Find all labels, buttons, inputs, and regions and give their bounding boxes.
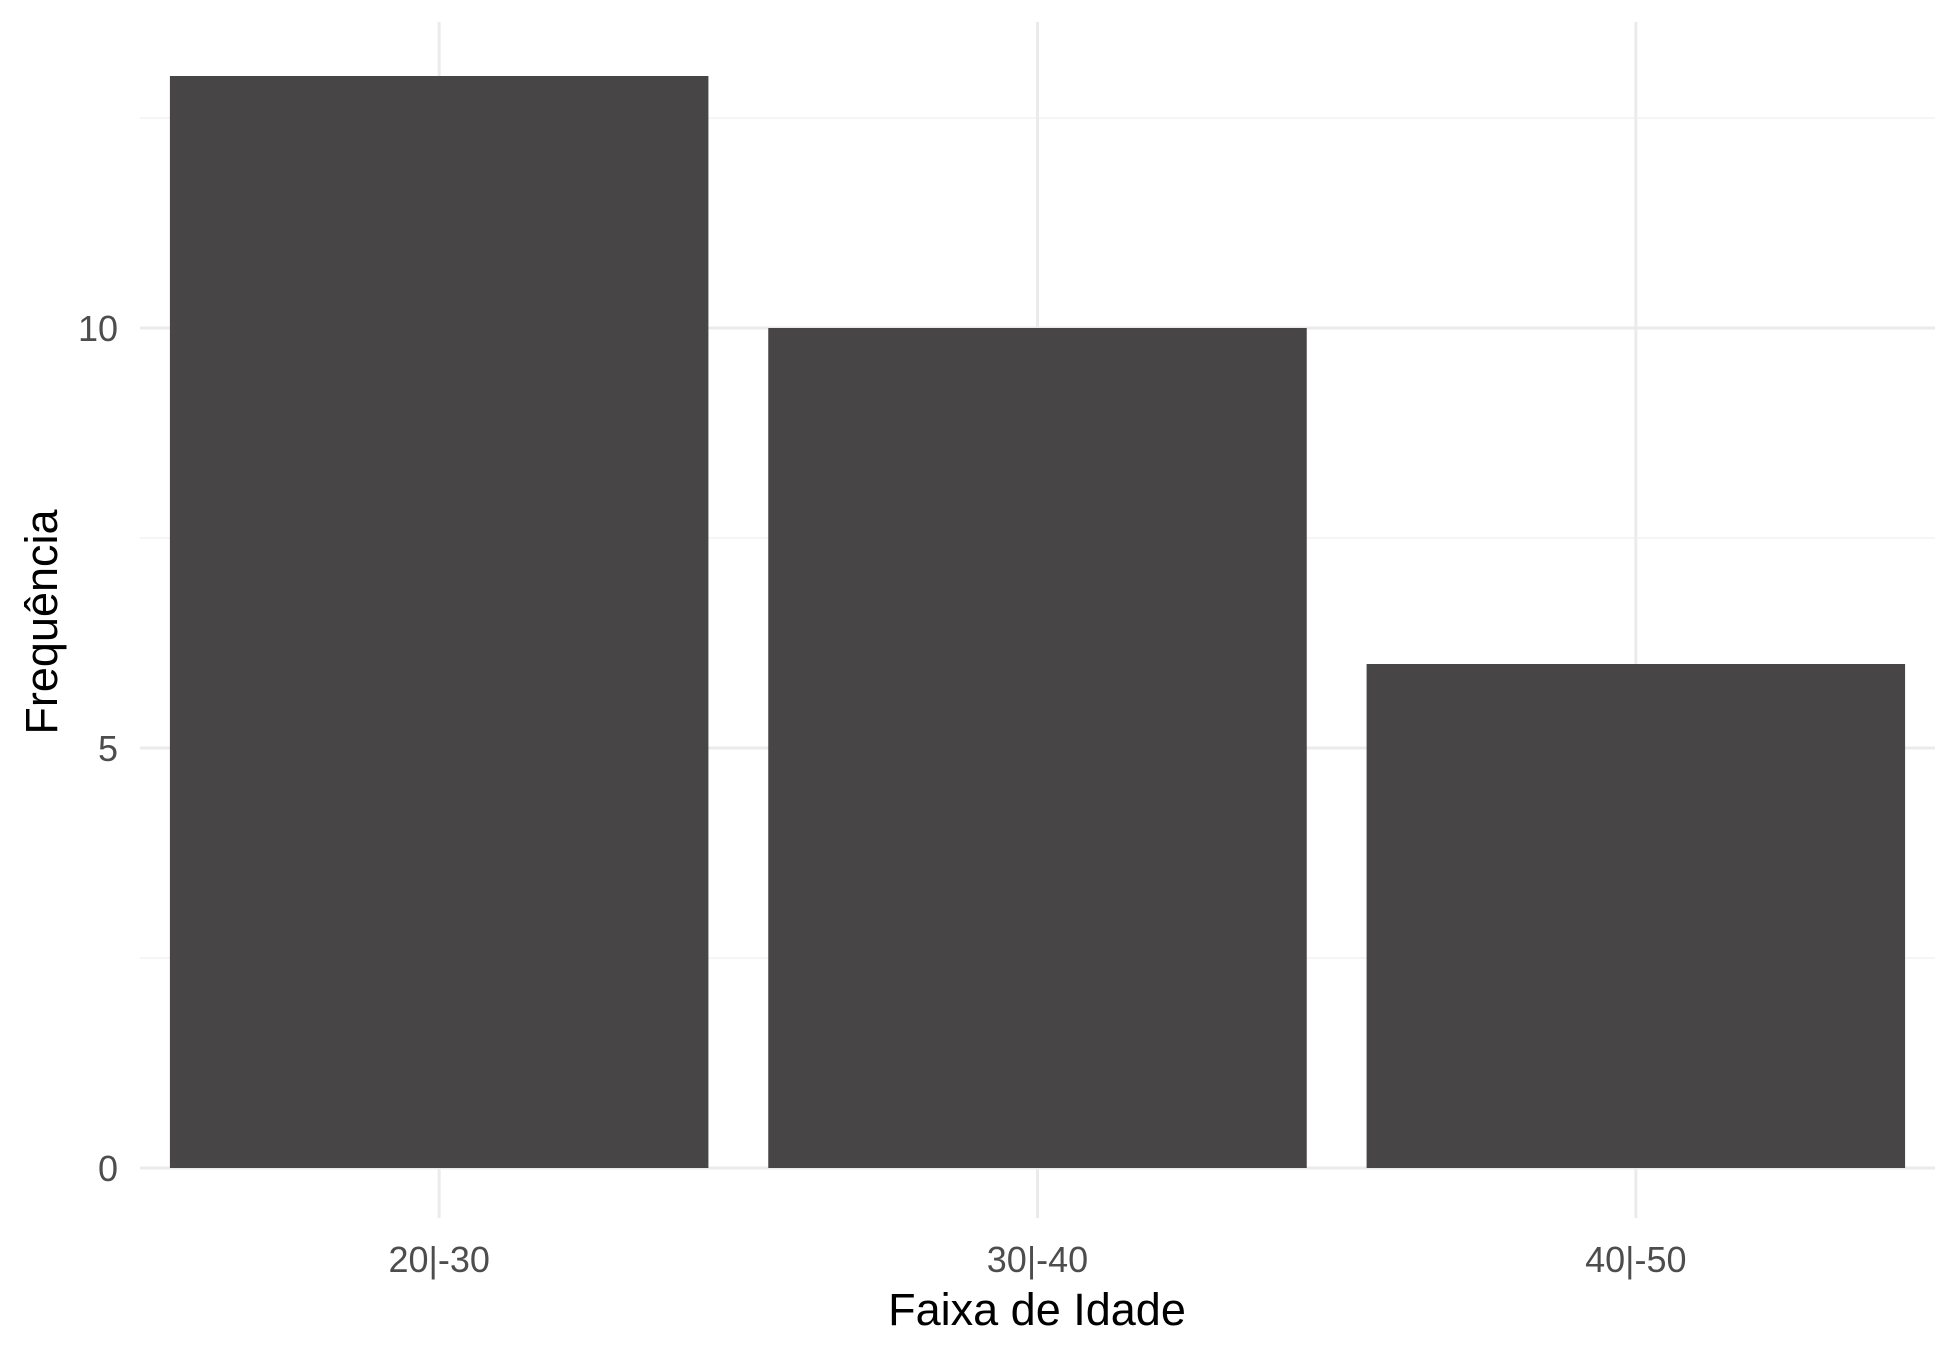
x-tick-label: 30|-40	[987, 1239, 1088, 1280]
x-tick-label: 40|-50	[1585, 1239, 1686, 1280]
y-tick-label: 0	[98, 1148, 118, 1189]
x-axis-title: Faixa de Idade	[888, 1284, 1186, 1335]
y-tick-labels: 0 5 10	[78, 308, 118, 1189]
x-tick-label: 20|-30	[388, 1239, 489, 1280]
x-tick-labels: 20|-30 30|-40 40|-50	[388, 1239, 1686, 1280]
y-tick-label: 5	[98, 728, 118, 769]
y-axis-title: Frequência	[16, 508, 67, 734]
y-tick-label: 10	[78, 308, 118, 349]
bar-20|-30	[169, 76, 709, 1168]
bar-40|-50	[1366, 664, 1906, 1168]
bars	[169, 76, 1906, 1168]
bar-30|-40	[768, 328, 1307, 1168]
